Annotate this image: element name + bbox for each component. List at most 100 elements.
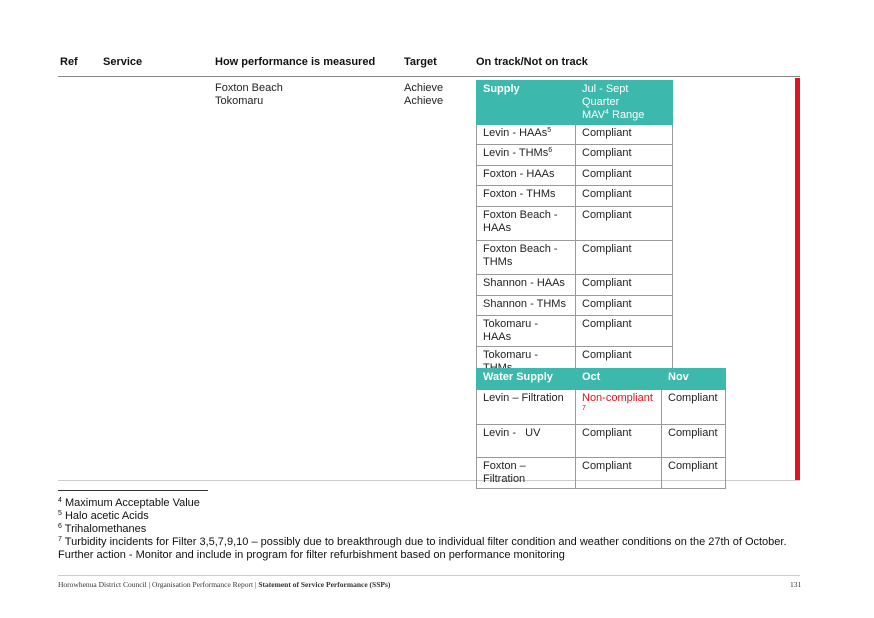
supply-table: Supply Jul - Sept Quarter MAV4 Range Levin … xyxy=(476,80,673,378)
cell-text: Compliant xyxy=(668,460,718,472)
cell-text: Compliant xyxy=(582,243,632,255)
cell-text: Levin - HAAs xyxy=(483,127,548,139)
cell-text: Compliant xyxy=(582,209,632,221)
table-cell: Foxton Beach - THMs xyxy=(476,240,576,275)
cell-text: Non-compliant xyxy=(582,392,656,404)
cell-text: Compliant xyxy=(582,318,632,330)
cell-text: Levin - UV xyxy=(483,427,541,439)
cell-text: Compliant xyxy=(582,127,632,139)
table-cell: Compliant xyxy=(575,165,673,186)
table-row: Shannon - HAAs Compliant xyxy=(476,274,673,296)
cell-text: Nov xyxy=(668,371,689,383)
table-cell: Levin - HAAs5 xyxy=(476,124,576,145)
cell-text: Compliant xyxy=(668,427,718,439)
table-cell: Levin - UV xyxy=(476,424,576,458)
table-cell: Foxton Beach - HAAs xyxy=(476,206,576,241)
table-cell: Compliant xyxy=(575,124,673,145)
section-rule xyxy=(58,480,800,481)
table-row: Foxton - HAAs Compliant xyxy=(476,165,673,186)
table-cell: Shannon - THMs xyxy=(476,295,576,316)
header-cell: Water Supply xyxy=(476,368,576,390)
cell-text: Compliant xyxy=(582,277,632,289)
cell-text: Compliant xyxy=(668,392,718,404)
footnote-ref: 7 xyxy=(582,405,586,412)
column-header: How performance is measured xyxy=(215,56,376,68)
cell-text: Tokomaru - HAAs xyxy=(483,318,542,343)
column-header: Target xyxy=(404,56,437,68)
cell-text: Compliant xyxy=(582,460,632,472)
table-row: Levin – Filtration Non-compliant 7 Complia… xyxy=(476,389,726,425)
footnote: 5 Halo acetic Acids xyxy=(58,510,798,523)
table-cell: Compliant xyxy=(575,144,673,166)
cell-text: Foxton - THMs xyxy=(483,188,556,200)
footer-text: Horowhenua District Council | Organisati… xyxy=(58,580,259,589)
cell-text: Compliant xyxy=(582,188,632,200)
cell-text: Supply xyxy=(483,83,520,95)
header-row: Water Supply Oct Nov xyxy=(476,368,726,390)
footnote: 6 Trihalomethanes xyxy=(58,523,798,536)
header-rule xyxy=(58,76,800,77)
table-cell: Compliant xyxy=(575,206,673,241)
column-header: Service xyxy=(103,56,143,68)
footnote-text: Turbidity incidents for Filter 3,5,7,9,1… xyxy=(58,536,787,561)
footnote-text: Trihalomethanes xyxy=(64,523,147,535)
table-row: Levin - HAAs5 Compliant xyxy=(476,124,673,145)
table-row: Shannon - THMs Compliant xyxy=(476,295,673,316)
table-body: Water Supply Oct Nov Levin – Filtration Non-… xyxy=(476,368,726,489)
cell-text: Foxton Beach - THMs xyxy=(483,243,561,268)
table-cell: Shannon - HAAs xyxy=(476,274,576,296)
header-cell: Oct xyxy=(575,368,662,390)
header-row: Supply Jul - Sept Quarter MAV4 Range xyxy=(476,80,673,125)
cell-text: Compliant xyxy=(582,168,632,180)
table-cell: Foxton – Filtration xyxy=(476,457,576,489)
cell-text: Jul - Sept Quarter xyxy=(582,83,632,108)
red-bar xyxy=(795,78,800,480)
target: Achieve xyxy=(404,82,444,94)
water-table: Water Supply Oct Nov Levin – Filtration Non-… xyxy=(476,368,726,489)
cell-text: Shannon - HAAs xyxy=(483,277,565,289)
table-cell: Levin - THMs6 xyxy=(476,144,576,166)
footnote-ref: 5 xyxy=(547,127,552,134)
footnote: 7 Turbidity incidents for Filter 3,5,7,9… xyxy=(58,536,798,562)
cell-text: Levin – Filtration xyxy=(483,392,564,404)
header-cell: Nov xyxy=(661,368,726,390)
cell-text: Compliant xyxy=(582,298,632,310)
cell-text: Range xyxy=(608,109,645,121)
footer: Horowhenua District Council | Organisati… xyxy=(58,580,390,589)
cell-text: Foxton Beach - HAAs xyxy=(483,209,561,234)
column-header: On track/Not on track xyxy=(476,56,588,68)
table-cell: Compliant xyxy=(575,457,662,489)
footnote-ref: 6 xyxy=(548,147,553,154)
table-cell: Compliant xyxy=(575,315,673,347)
table-cell: Compliant xyxy=(661,457,726,489)
cell-text: Foxton – Filtration xyxy=(483,460,529,485)
header-cell: Supply xyxy=(476,80,576,125)
cell-text: Foxton - HAAs xyxy=(483,168,555,180)
footnote-ref: 4 xyxy=(605,109,609,116)
table-row: Foxton Beach - THMs Compliant xyxy=(476,240,673,275)
footnote-mark: 6 xyxy=(58,523,62,530)
table-cell: Compliant xyxy=(661,389,726,425)
page-number: 131 xyxy=(790,580,802,589)
footnote-text: Maximum Acceptable Value xyxy=(64,497,200,509)
table-row: Foxton Beach - HAAs Compliant xyxy=(476,206,673,241)
cell-text: Oct xyxy=(582,371,601,383)
cell-text: Levin - THMs xyxy=(483,147,549,159)
cell-text: Water Supply xyxy=(483,371,553,383)
footnotes: 4 Maximum Acceptable Value 5 Halo acetic … xyxy=(58,497,798,562)
measure: Foxton Beach xyxy=(215,82,283,94)
table-cell: Non-compliant 7 xyxy=(575,389,662,425)
table-cell: Compliant xyxy=(575,185,673,207)
cell-text: Shannon - THMs xyxy=(483,298,566,310)
footnote-mark: 7 xyxy=(58,536,62,543)
table-cell: Foxton - THMs xyxy=(476,185,576,207)
cell-text: Compliant xyxy=(582,427,632,439)
footnote-mark: 5 xyxy=(58,510,62,517)
cell-text: Compliant xyxy=(582,147,632,159)
footnote-text: Halo acetic Acids xyxy=(64,510,149,522)
table-row: Levin - UV Compliant Compliant xyxy=(476,424,726,458)
footnote-rule xyxy=(58,490,208,491)
footnote: 4 Maximum Acceptable Value xyxy=(58,497,798,510)
footer-title: Statement of Service Performance (SSPs) xyxy=(258,580,391,589)
